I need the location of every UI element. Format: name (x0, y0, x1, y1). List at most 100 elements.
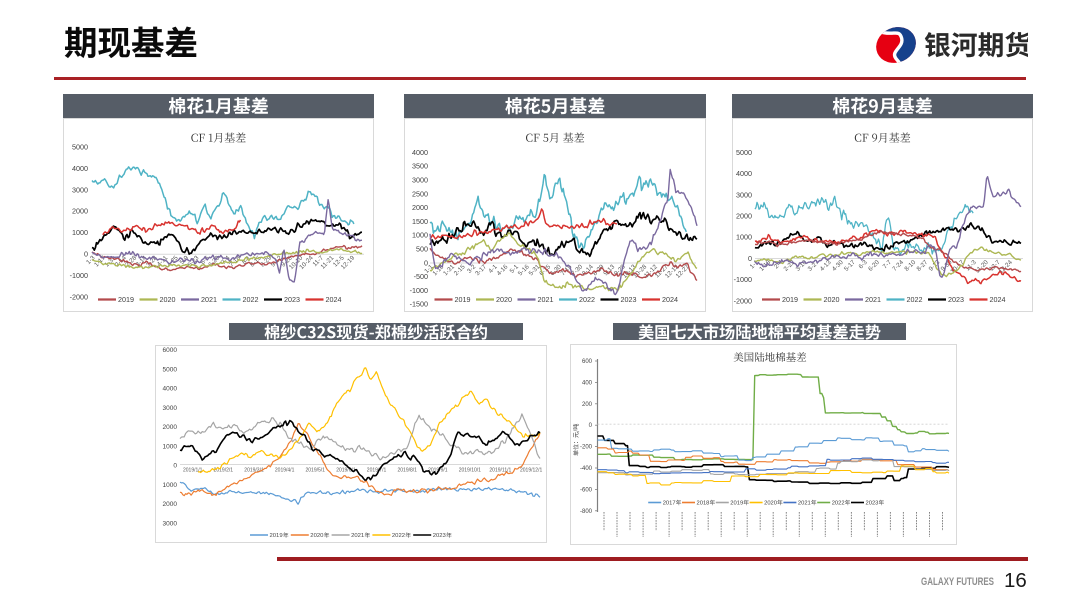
svg-text:1000: 1000 (163, 482, 178, 489)
svg-text:2022: 2022 (907, 295, 923, 304)
svg-text:2024: 2024 (990, 295, 1006, 304)
svg-text:-1000: -1000 (70, 271, 88, 280)
svg-text:0: 0 (173, 463, 177, 470)
svg-text:0: 0 (424, 258, 428, 267)
svg-text:4000: 4000 (412, 148, 428, 157)
svg-text:2022: 2022 (579, 295, 595, 304)
svg-text:2017: 2017 (663, 501, 676, 507)
svg-text:500: 500 (416, 245, 428, 254)
svg-text:-800: -800 (580, 509, 593, 515)
svg-text:2019: 2019 (782, 295, 798, 304)
svg-text:5000: 5000 (72, 142, 88, 151)
svg-text:600: 600 (582, 359, 593, 365)
svg-text:1000: 1000 (72, 228, 88, 237)
svg-text:1000: 1000 (412, 231, 428, 240)
svg-text:1500: 1500 (412, 217, 428, 226)
svg-text:1000: 1000 (736, 233, 752, 242)
svg-text:5-1: 5-1 (509, 263, 521, 275)
svg-text:1-1: 1-1 (749, 259, 761, 271)
svg-text:-1000: -1000 (734, 275, 752, 284)
svg-text:2000: 2000 (72, 207, 88, 216)
svg-text:3000: 3000 (163, 520, 178, 527)
svg-text:-600: -600 (580, 487, 593, 493)
svg-text:2021: 2021 (201, 295, 217, 304)
svg-text:2023: 2023 (621, 295, 637, 304)
svg-text:2022: 2022 (832, 501, 845, 507)
svg-text:0: 0 (589, 423, 593, 429)
svg-text:2022: 2022 (392, 533, 405, 539)
svg-text:2020: 2020 (160, 295, 176, 304)
svg-text:2000: 2000 (736, 212, 752, 221)
svg-text:2021: 2021 (538, 295, 554, 304)
svg-text:-2000: -2000 (734, 296, 752, 305)
svg-text:2024: 2024 (662, 295, 678, 304)
svg-text:2019: 2019 (455, 295, 471, 304)
svg-text:4000: 4000 (163, 386, 178, 393)
svg-text:2000: 2000 (163, 501, 178, 508)
svg-text:2-4: 2-4 (773, 259, 785, 271)
svg-text:2019: 2019 (118, 295, 134, 304)
svg-text:2023: 2023 (866, 501, 879, 507)
svg-text:2019/1/1: 2019/1/1 (183, 468, 203, 474)
svg-text:0: 0 (84, 250, 88, 259)
svg-text:2024: 2024 (326, 295, 342, 304)
svg-text:2019/2/1: 2019/2/1 (214, 468, 234, 474)
svg-text:6-6: 6-6 (199, 254, 211, 266)
svg-text:2023: 2023 (948, 295, 964, 304)
svg-text:4-1: 4-1 (487, 263, 499, 275)
svg-text:7-7: 7-7 (882, 259, 894, 271)
svg-text:2019: 2019 (730, 501, 743, 507)
svg-text:3500: 3500 (412, 162, 428, 171)
svg-text:2023: 2023 (433, 533, 447, 539)
svg-text:4000: 4000 (736, 169, 752, 178)
svg-text:-400: -400 (580, 466, 593, 472)
svg-text:2019/12/1: 2019/12/1 (520, 468, 542, 474)
svg-text:-500: -500 (414, 272, 428, 281)
svg-text:8-1: 8-1 (241, 254, 253, 266)
svg-text:5000: 5000 (163, 366, 178, 373)
svg-text:2019/6/1: 2019/6/1 (336, 468, 356, 474)
svg-text:2000: 2000 (412, 203, 428, 212)
svg-text:5000: 5000 (736, 148, 752, 157)
svg-text:2500: 2500 (412, 189, 428, 198)
svg-text:6000: 6000 (163, 347, 178, 354)
svg-text:2019/4/1: 2019/4/1 (275, 468, 295, 474)
svg-text:2018: 2018 (697, 501, 710, 507)
svg-text:-1000: -1000 (410, 286, 428, 295)
svg-text:2000: 2000 (163, 424, 178, 431)
svg-text:3000: 3000 (412, 176, 428, 185)
svg-text:3-2: 3-2 (466, 263, 478, 275)
svg-text:2021: 2021 (865, 295, 881, 304)
svg-text:400: 400 (582, 380, 593, 386)
svg-text:2020: 2020 (764, 501, 777, 507)
svg-text:2022: 2022 (243, 295, 259, 304)
svg-text:3000: 3000 (163, 405, 178, 412)
svg-text:2020: 2020 (496, 295, 512, 304)
svg-text:5-9: 5-9 (179, 254, 191, 266)
svg-text:2019/7/1: 2019/7/1 (367, 468, 387, 474)
svg-text:2021: 2021 (798, 501, 811, 507)
svg-text:-1500: -1500 (410, 300, 428, 309)
svg-text:200: 200 (582, 402, 593, 408)
svg-text:4000: 4000 (72, 164, 88, 173)
svg-text:2019/11/1: 2019/11/1 (489, 468, 511, 474)
svg-text:GALAXY FUTURES: GALAXY FUTURES (921, 576, 994, 588)
svg-text:2019/8/1: 2019/8/1 (398, 468, 418, 474)
svg-text:2023: 2023 (284, 295, 300, 304)
svg-text:2019/5/1: 2019/5/1 (306, 468, 326, 474)
svg-text:6-3: 6-3 (857, 259, 869, 271)
svg-text:2020: 2020 (824, 295, 840, 304)
svg-text:2019/3/1: 2019/3/1 (244, 468, 264, 474)
svg-text:2019: 2019 (270, 533, 283, 539)
svg-text:2020: 2020 (310, 533, 324, 539)
svg-text:3000: 3000 (736, 190, 752, 199)
svg-text:1000: 1000 (163, 444, 178, 451)
svg-text:1-3: 1-3 (85, 254, 97, 266)
svg-text:2021: 2021 (351, 533, 364, 539)
svg-text:3000: 3000 (72, 185, 88, 194)
svg-text:1-1: 1-1 (423, 263, 435, 275)
svg-text:-200: -200 (580, 445, 593, 451)
svg-text:0: 0 (748, 254, 752, 263)
svg-text:2019/10/1: 2019/10/1 (459, 468, 481, 474)
svg-text:-2000: -2000 (70, 292, 88, 301)
